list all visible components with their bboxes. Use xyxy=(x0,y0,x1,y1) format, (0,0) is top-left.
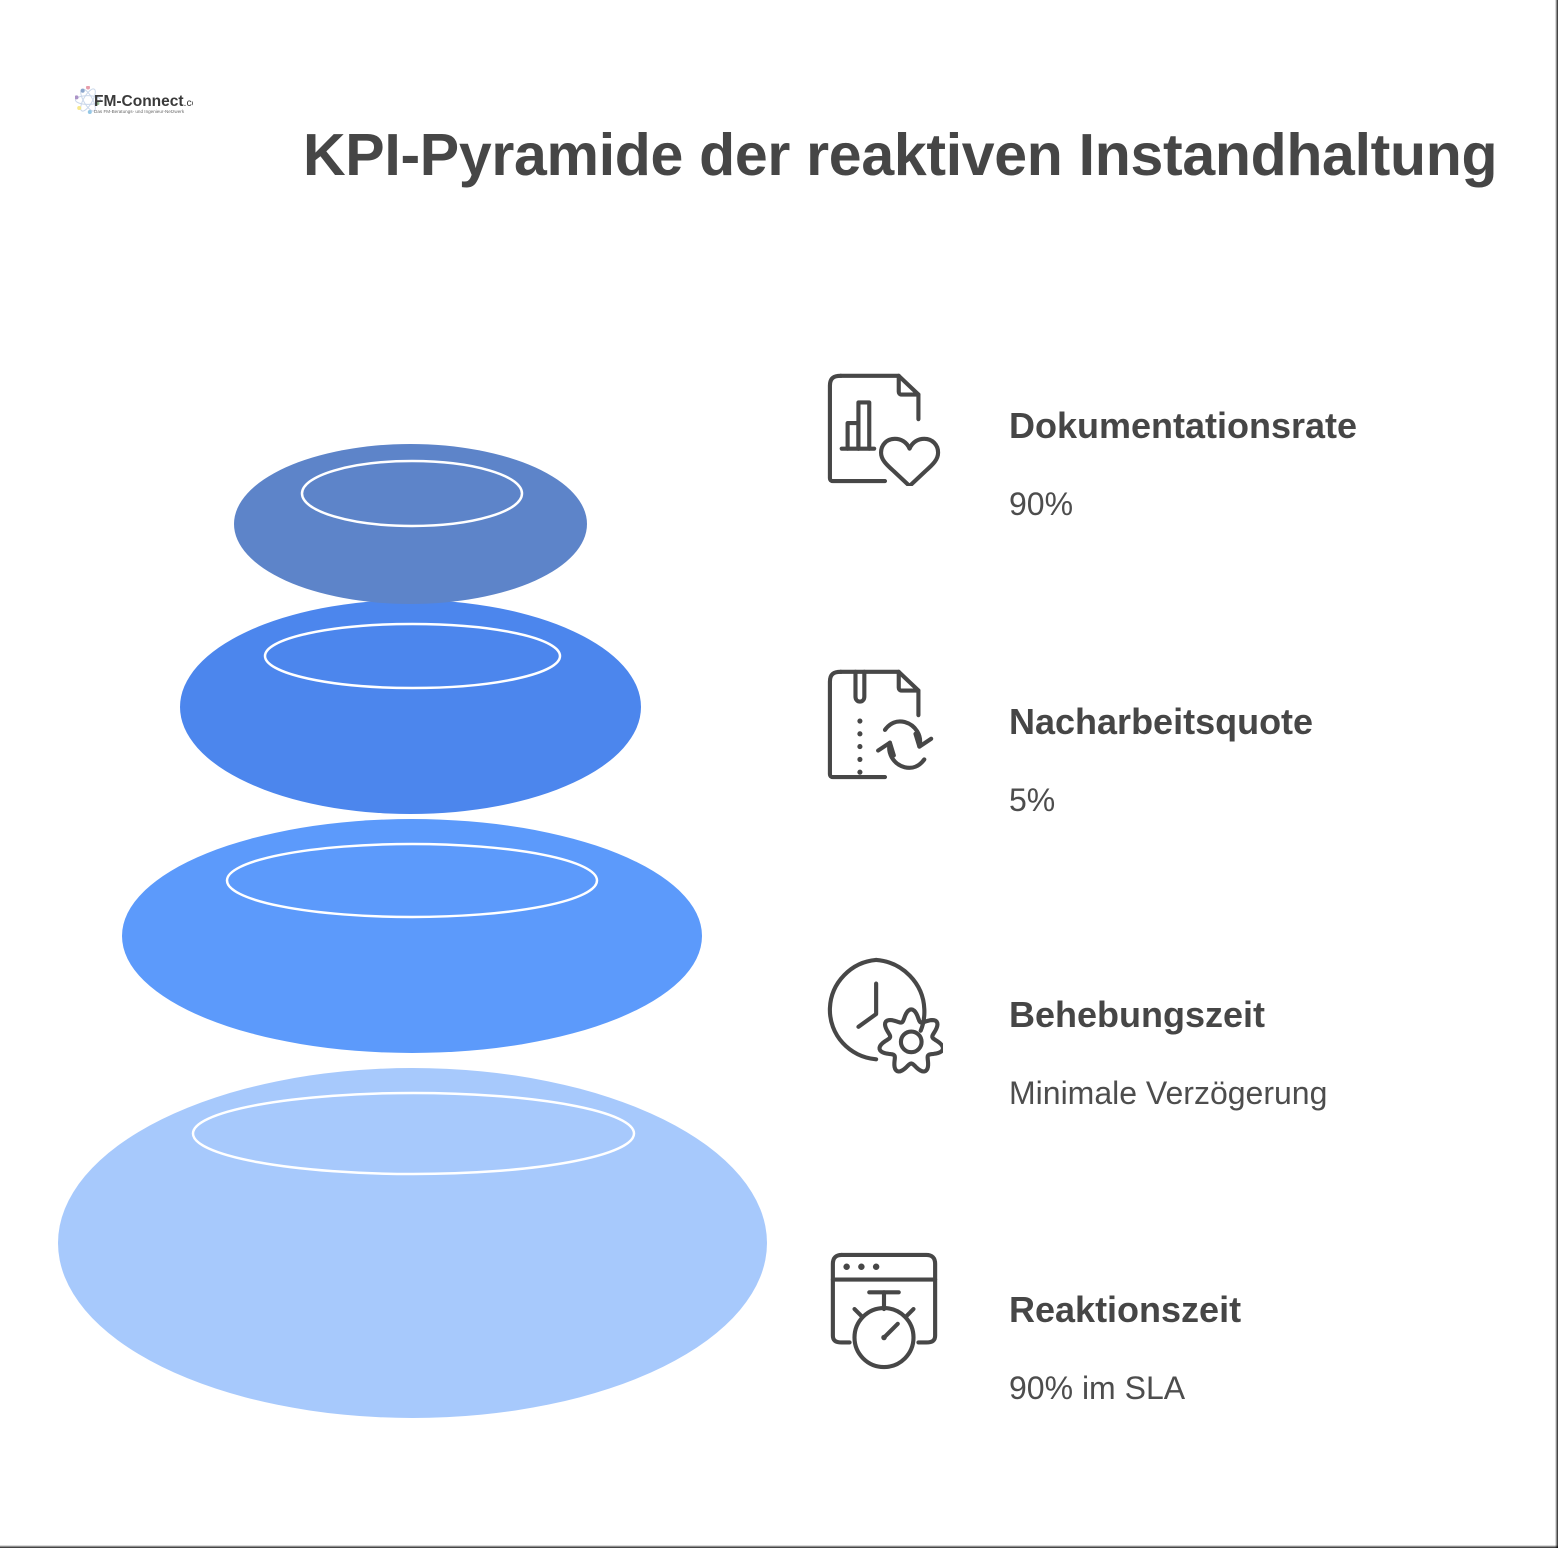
svg-text:Das FM-Beratungs- und Ingenieu: Das FM-Beratungs- und Ingenieur-Netzwerk xyxy=(94,109,185,114)
svg-text:FM-Connect.com: FM-Connect.com xyxy=(94,93,193,110)
